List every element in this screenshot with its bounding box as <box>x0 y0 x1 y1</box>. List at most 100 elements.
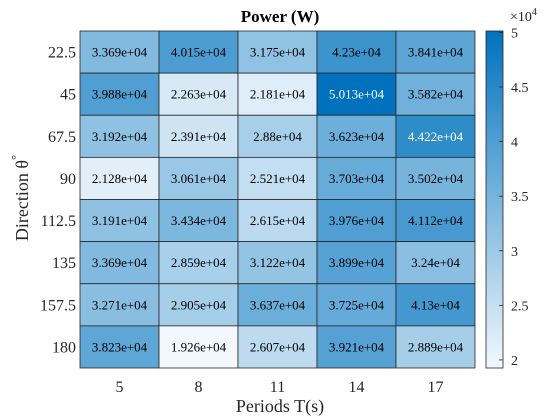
y-tick-label: 157.5 <box>40 297 76 314</box>
heatmap-cell <box>395 156 476 200</box>
y-tick-label: 45 <box>60 87 76 104</box>
x-tick-labels: 5 8 11 14 17 <box>116 379 444 396</box>
heatmap-cell <box>395 72 476 116</box>
colorbar-tick-label: 5 <box>511 26 518 41</box>
cell-value-label: 3.369e+04 <box>92 255 148 270</box>
heatmap-cell <box>79 30 160 74</box>
heatmap-cell <box>237 241 318 285</box>
colorbar-exponent-base: ×10 <box>510 10 532 25</box>
cell-value-label: 3.725e+04 <box>329 297 385 312</box>
cell-value-label: 4.015e+04 <box>171 45 227 60</box>
y-tick-label: 90 <box>60 171 76 188</box>
heatmap-cell <box>395 114 476 158</box>
colorbar-tick-label: 2.5 <box>511 299 529 314</box>
x-tick-label: 8 <box>195 379 203 396</box>
x-tick-label: 5 <box>116 379 124 396</box>
cell-value-label: 3.823e+04 <box>92 339 148 354</box>
y-axis-label-degree: ° <box>8 155 23 160</box>
cell-value-label: 2.905e+04 <box>171 297 227 312</box>
cell-value-label: 4.23e+04 <box>332 45 381 60</box>
y-tick-label: 67.5 <box>48 129 76 146</box>
heatmap-cell <box>158 199 239 243</box>
colorbar-tick-label: 4 <box>511 136 518 151</box>
cell-value-label: 3.502e+04 <box>408 171 464 186</box>
heatmap-cell <box>79 199 160 243</box>
cell-value-label: 3.434e+04 <box>171 213 227 228</box>
heatmap-cell <box>79 72 160 116</box>
heatmap-cell <box>395 325 476 369</box>
cell-value-label: 2.263e+04 <box>171 87 227 102</box>
cell-value-label: 3.175e+04 <box>250 45 306 60</box>
y-axis-label: Direction θ° <box>8 155 32 241</box>
heatmap-cell <box>158 30 239 74</box>
heatmap-cell <box>316 325 397 369</box>
cell-value-label: 3.637e+04 <box>250 297 306 312</box>
cell-value-label: 3.192e+04 <box>92 129 148 144</box>
colorbar: 22.533.544.55 ×104 <box>485 7 537 369</box>
cell-value-label: 3.369e+04 <box>92 45 148 60</box>
cell-value-label: 3.899e+04 <box>329 255 385 270</box>
heatmap-cell <box>237 30 318 74</box>
cell-value-label: 3.703e+04 <box>329 171 385 186</box>
colorbar-exponent-power: 4 <box>532 7 537 18</box>
cell-value-label: 2.128e+04 <box>92 171 148 186</box>
chart-title: Power (W) <box>241 7 320 26</box>
x-tick-label: 14 <box>349 379 365 396</box>
cell-value-label: 3.191e+04 <box>92 213 148 228</box>
heatmap-cell <box>158 156 239 200</box>
heatmap-cell <box>79 325 160 369</box>
cell-value-label: 3.271e+04 <box>92 297 148 312</box>
heatmap-cell <box>395 241 476 285</box>
heatmap-cells: 3.369e+04 4.015e+04 3.175e+04 4.23e+04 3.841… <box>79 30 476 369</box>
cell-value-label: 2.607e+04 <box>250 339 306 354</box>
y-axis-label-base: Direction θ <box>12 160 32 241</box>
cell-value-label: 3.921e+04 <box>329 339 385 354</box>
heatmap-cell <box>237 199 318 243</box>
cell-value-label: 4.13e+04 <box>411 297 460 312</box>
y-tick-label: 180 <box>52 339 76 356</box>
cell-value-label: 2.521e+04 <box>250 171 306 186</box>
cell-value-label: 2.181e+04 <box>250 87 306 102</box>
heatmap-cell <box>395 199 476 243</box>
heatmap-cell <box>79 156 160 200</box>
cell-value-label: 3.24e+04 <box>411 255 460 270</box>
colorbar-tick-label: 4.5 <box>511 81 529 96</box>
colorbar-exponent: ×104 <box>510 7 537 25</box>
cell-value-label: 3.623e+04 <box>329 129 385 144</box>
colorbar-gradient <box>485 30 504 369</box>
heatmap-cell <box>316 241 397 285</box>
colorbar-tick-label: 2 <box>511 354 518 369</box>
heatmap-cell <box>158 241 239 285</box>
cell-value-label: 3.061e+04 <box>171 171 227 186</box>
heatmap-cell <box>237 156 318 200</box>
heatmap-cell <box>158 325 239 369</box>
heatmap-cell <box>158 114 239 158</box>
cell-value-label: 4.112e+04 <box>408 213 463 228</box>
cell-value-label: 1.926e+04 <box>171 339 227 354</box>
heatmap-cell <box>237 325 318 369</box>
cell-value-label: 3.122e+04 <box>250 255 306 270</box>
cell-value-label: 5.013e+04 <box>329 87 385 102</box>
cell-value-label: 3.988e+04 <box>92 87 148 102</box>
heatmap-cell <box>316 156 397 200</box>
x-axis-label: Periods T(s) <box>236 396 324 417</box>
x-tick-label: 17 <box>428 379 444 396</box>
cell-value-label: 3.582e+04 <box>408 87 464 102</box>
colorbar-ticks: 2 2.5 3 3.5 4 4.5 5 <box>499 26 529 369</box>
cell-value-label: 2.859e+04 <box>171 255 227 270</box>
colorbar-tick-label: 3.5 <box>511 190 529 205</box>
heatmap-cell <box>79 283 160 327</box>
x-tick-label: 11 <box>270 379 285 396</box>
colorbar-tick-label: 3 <box>511 245 518 260</box>
cell-value-label: 2.88e+04 <box>253 129 302 144</box>
heatmap-cell <box>316 114 397 158</box>
cell-value-label: 2.889e+04 <box>408 339 464 354</box>
heatmap-cell <box>237 72 318 116</box>
y-tick-labels: 22.5 45 67.5 90 112.5 135 157.5 180 <box>40 45 76 357</box>
y-tick-label: 135 <box>52 255 76 272</box>
cell-value-label: 2.391e+04 <box>171 129 227 144</box>
cell-value-label: 3.976e+04 <box>329 213 385 228</box>
heatmap-cell <box>316 30 397 74</box>
y-tick-label: 112.5 <box>41 213 76 230</box>
